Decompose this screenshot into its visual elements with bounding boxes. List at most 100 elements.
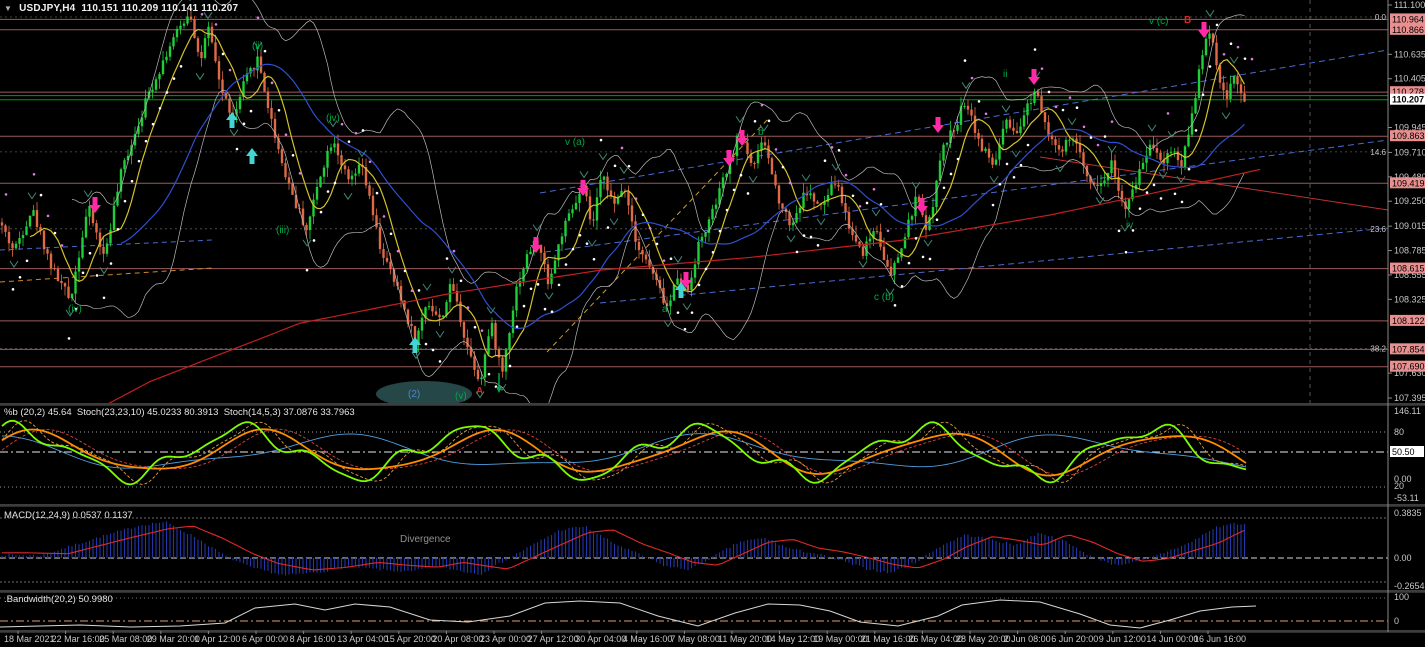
time-axis-label: 19 May 00:00 <box>813 634 868 644</box>
wave-label: (v) <box>455 391 467 402</box>
symbol-dropdown-icon[interactable]: ▼ <box>4 4 13 13</box>
svg-text:-0.2654: -0.2654 <box>1394 581 1425 591</box>
time-axis-label: 20 Apr 08:00 <box>432 634 483 644</box>
stoch-panel[interactable] <box>0 419 1388 488</box>
wave-label: (iv) <box>326 113 340 124</box>
sell-arrow-icon <box>577 180 589 196</box>
svg-text:110.866: 110.866 <box>1392 25 1424 35</box>
svg-text:80: 80 <box>1394 427 1404 437</box>
wave-label: (iii) <box>276 225 289 236</box>
time-axis-label: 21 May 16:00 <box>861 634 916 644</box>
wave-label: A <box>476 386 483 397</box>
time-axis-label: 25 Mar 08:00 <box>99 634 152 644</box>
svg-text:20: 20 <box>1394 481 1404 491</box>
time-axis-label: 27 Apr 12:00 <box>528 634 579 644</box>
svg-text:109.480: 109.480 <box>1394 172 1425 182</box>
svg-text:107.854: 107.854 <box>1392 344 1425 354</box>
down-arrow-icon <box>496 387 502 393</box>
wave-label: a <box>662 304 668 315</box>
wave-label: c (b) <box>874 292 894 303</box>
sr-price-tag <box>1390 177 1425 189</box>
wave-label: (ii) <box>252 41 263 52</box>
sr-price-tag <box>1390 343 1425 355</box>
macd-histogram <box>1 521 1246 576</box>
svg-text:109.250: 109.250 <box>1394 196 1425 206</box>
time-axis-label: 4 May 16:00 <box>623 634 673 644</box>
macd-panel[interactable] <box>0 517 1388 583</box>
svg-text:108.122: 108.122 <box>1392 316 1425 326</box>
bandwidth-panel-label: .Bandwidth(20,2) 50.9980 <box>4 594 113 605</box>
sell-arrow-icon <box>680 272 692 288</box>
svg-text:109.863: 109.863 <box>1392 131 1425 141</box>
macd-signal-line <box>2 525 1245 571</box>
svg-text:110.635: 110.635 <box>1394 49 1425 59</box>
fib-level-label: 38.2 <box>1370 345 1386 354</box>
wave-annotations: (iv) (ii) (iii) (iv) (2) (v) Av (a) a b c (b) ii iv… <box>68 15 1191 402</box>
panel-separators <box>0 403 1425 633</box>
svg-text:109.710: 109.710 <box>1394 147 1425 157</box>
svg-text:107.690: 107.690 <box>1392 362 1425 372</box>
sr-price-tag <box>1390 314 1425 326</box>
bandwidth-panel[interactable] <box>0 597 1388 629</box>
svg-text:0.00: 0.00 <box>1394 474 1412 484</box>
sell-arrow-icon <box>1028 69 1040 85</box>
sell-arrow-icon <box>89 197 101 213</box>
buy-arrow-icon <box>226 112 238 128</box>
svg-text:50.50: 50.50 <box>1392 447 1415 457</box>
time-axis-label: 15 Apr 20:00 <box>385 634 436 644</box>
time-axis-label: 1 Apr 12:00 <box>194 634 240 644</box>
svg-text:109.945: 109.945 <box>1394 123 1425 133</box>
fib-level-label: 0.0 <box>1375 13 1387 22</box>
svg-text:109.419: 109.419 <box>1392 178 1425 188</box>
wave-label: b <box>758 127 764 138</box>
wave-label: v (c) <box>1149 16 1168 27</box>
wave-label: (iv) <box>68 304 82 315</box>
wave-label: B <box>1184 15 1191 26</box>
sell-arrow-icon <box>932 117 944 133</box>
divergence-annotation: Divergence <box>400 534 451 545</box>
svg-text:110.405: 110.405 <box>1394 74 1425 84</box>
time-axis-label: 18 Mar 2021 <box>4 634 55 644</box>
time-axis-label: 2 Jun 08:00 <box>1004 634 1051 644</box>
svg-text:110.278: 110.278 <box>1392 87 1424 97</box>
buy-arrow-icon <box>246 148 258 164</box>
sr-price-tag <box>1390 23 1425 35</box>
time-axis-label: 6 Jun 20:00 <box>1051 634 1098 644</box>
svg-text:146.11: 146.11 <box>1394 406 1421 416</box>
main-price-panel[interactable]: (iv) (ii) (iii) (iv) (2) (v) Av (a) a b c (b) ii iv… <box>0 0 1408 440</box>
svg-text:0.00: 0.00 <box>1394 553 1412 563</box>
svg-text:107.395: 107.395 <box>1394 393 1425 403</box>
svg-text:0: 0 <box>1394 616 1399 626</box>
chart-title: ▼ USDJPY,H4 110.151 110.209 110.141 110.… <box>4 3 238 14</box>
sell-arrow-icon <box>916 198 928 214</box>
sr-price-tag <box>1390 86 1425 98</box>
fib-level-label: 23.6 <box>1370 225 1386 234</box>
fib-level-label: 14.6 <box>1370 148 1386 157</box>
psar-dots <box>4 12 1254 388</box>
svg-text:108.555: 108.555 <box>1394 270 1425 280</box>
sell-arrow-icon <box>530 237 542 253</box>
time-axis-label: 22 Mar 16:00 <box>52 634 105 644</box>
stoch-current-tag <box>1390 446 1424 457</box>
wave-label: iv <box>1126 220 1133 231</box>
svg-text:0.3835: 0.3835 <box>1394 508 1422 518</box>
stoch-panel-label: %b (20,2) 45.64 Stoch(23,23,10) 45.0233 … <box>4 407 355 418</box>
time-axis-label: 9 Jun 12:00 <box>1099 634 1146 644</box>
svg-text:108.615: 108.615 <box>1392 264 1425 274</box>
svg-text:-53.11: -53.11 <box>1394 493 1419 503</box>
buy-arrow-icon <box>675 282 687 298</box>
time-axis-label: 28 May 20:00 <box>956 634 1011 644</box>
buy-arrow-icon <box>409 337 421 353</box>
sr-price-tag <box>1390 262 1425 274</box>
time-axis-label: 13 Apr 04:00 <box>337 634 388 644</box>
symbol-timeframe: USDJPY,H4 <box>19 3 76 14</box>
svg-text:110.964: 110.964 <box>1392 14 1424 24</box>
fractal-chevrons <box>9 0 1239 399</box>
wave-label: ii <box>1003 69 1007 80</box>
ohlc-readout: 110.151 110.209 110.141 110.207 <box>81 3 239 14</box>
time-axis-label: 23 Apr 00:00 <box>480 634 531 644</box>
svg-text:108.785: 108.785 <box>1394 246 1425 256</box>
